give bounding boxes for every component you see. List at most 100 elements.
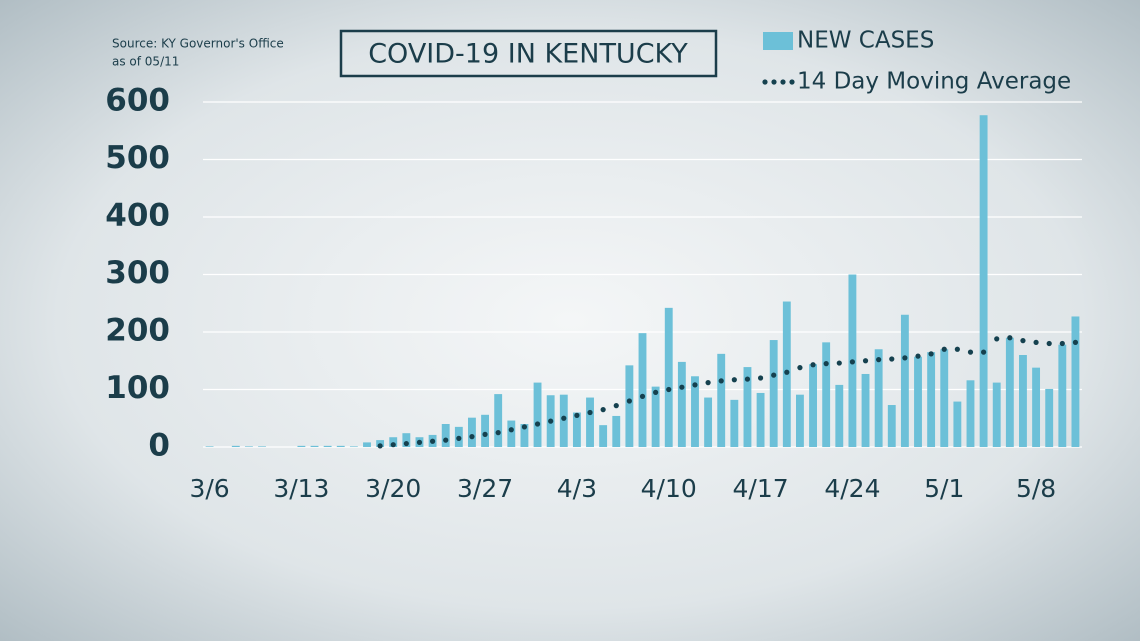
x-tick-label: 3/20 (365, 474, 421, 503)
bar (520, 424, 529, 447)
bar (795, 394, 804, 447)
average-dot (928, 351, 934, 357)
bar (572, 412, 581, 447)
y-tick-label: 500 (105, 140, 170, 176)
bar (507, 420, 516, 447)
average-dot (679, 384, 685, 390)
y-tick-label: 0 (148, 428, 170, 464)
bar (835, 384, 844, 447)
average-dot (626, 398, 632, 404)
bar (664, 307, 673, 447)
bar (743, 367, 752, 447)
bar (586, 397, 594, 447)
bar (966, 380, 975, 447)
average-dot (797, 365, 803, 371)
average-dot (823, 361, 829, 367)
bar (809, 364, 817, 447)
bar (1058, 344, 1067, 447)
legend-dot (789, 79, 795, 85)
bar (231, 445, 240, 447)
bar (402, 433, 411, 447)
average-dot (666, 386, 672, 393)
average-dot (967, 349, 974, 355)
bar (310, 445, 319, 447)
bar (363, 442, 371, 447)
y-tick-label: 400 (105, 198, 170, 234)
x-tick-label: 4/17 (733, 474, 789, 503)
average-dot (810, 362, 816, 368)
average-dot (862, 358, 869, 364)
x-tick-label: 3/6 (189, 474, 229, 503)
bar (599, 425, 608, 447)
average-dot (757, 375, 764, 381)
title-box (339, 29, 718, 78)
average-dot (495, 430, 501, 436)
x-tick-label: 3/13 (273, 474, 329, 503)
legend-dot (762, 79, 768, 85)
bar (1045, 388, 1054, 447)
as-of: as of 05/11 (112, 55, 179, 69)
x-tick-label: 4/24 (824, 474, 880, 503)
x-tick-label: 4/10 (641, 474, 697, 503)
average-dot (521, 424, 528, 430)
average-dot (600, 407, 606, 413)
average-dot (876, 357, 882, 363)
average-dot (994, 336, 1000, 342)
bar (822, 342, 831, 447)
average-dot (508, 427, 514, 433)
bar (861, 373, 870, 447)
average-dot (705, 380, 711, 386)
bar (651, 386, 660, 447)
legend-swatch (763, 32, 793, 50)
chart-title: COVID-19 IN KENTUCKY (368, 39, 688, 70)
bar (297, 445, 306, 447)
bar (717, 353, 726, 447)
bar (730, 399, 739, 447)
average-dot (403, 440, 409, 447)
bar (625, 365, 634, 447)
x-tick-label: 4/3 (557, 474, 597, 503)
average-dot (836, 360, 842, 366)
bar (914, 356, 922, 447)
x-tick-label: 5/1 (924, 474, 964, 503)
bar (900, 314, 909, 447)
average-dot (548, 418, 554, 424)
bar (1071, 316, 1080, 447)
average-dot (915, 353, 921, 359)
average-dot (456, 435, 462, 441)
source: Source: KY Governor's Office (112, 37, 284, 51)
average-dot (613, 403, 619, 409)
average-dot (784, 369, 790, 375)
bar (612, 415, 621, 447)
average-dot (561, 415, 567, 421)
average-dot (744, 376, 751, 382)
bar (336, 445, 345, 447)
average-dot (1059, 340, 1065, 347)
average-dot (941, 346, 947, 352)
bar (927, 352, 936, 447)
average-dot (1007, 335, 1013, 341)
legend-label: NEW CASES (797, 28, 934, 54)
average-dot (849, 359, 856, 365)
average-dot (718, 378, 724, 384)
bar (887, 405, 896, 447)
bar (874, 349, 883, 447)
bar (940, 349, 949, 447)
average-dot (889, 356, 895, 362)
bar (244, 446, 253, 447)
bar (533, 382, 542, 447)
legend-label: 14 Day Moving Average (797, 69, 1071, 95)
average-dot (731, 377, 737, 383)
bar (481, 414, 490, 447)
average-dot (1046, 340, 1052, 347)
bar (992, 382, 1001, 447)
average-dot (639, 393, 646, 399)
average-dot (534, 421, 541, 427)
bar (1005, 337, 1014, 447)
average-dot (981, 349, 987, 355)
bar (769, 340, 778, 447)
average-dot (692, 382, 698, 388)
average-dot (443, 437, 449, 443)
